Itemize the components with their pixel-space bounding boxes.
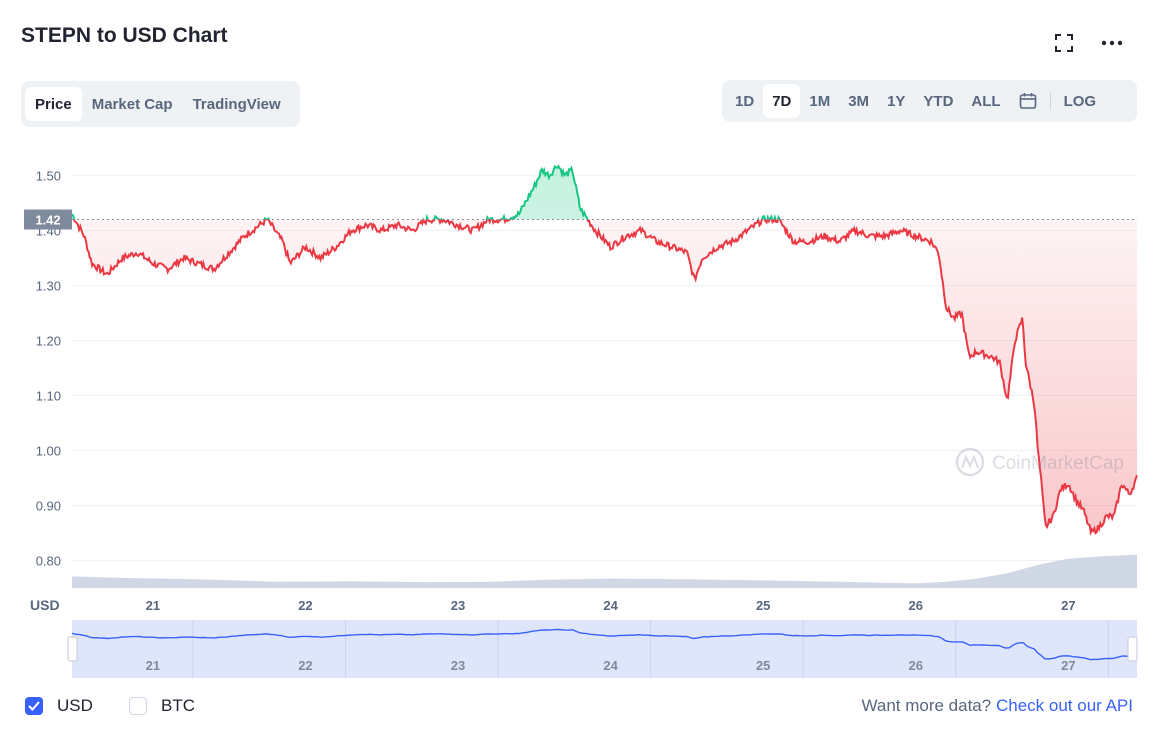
more-icon — [1101, 40, 1123, 46]
y-tick-label: 0.90 — [36, 499, 61, 514]
y-tick-label: 1.20 — [36, 334, 61, 349]
price-chart[interactable]: 1.501.401.301.201.101.000.900.80 1.42 Co… — [0, 140, 1155, 685]
navigator-series — [71, 628, 1138, 661]
usd-checkbox[interactable]: USD — [25, 696, 93, 716]
range-7d[interactable]: 7D — [763, 84, 801, 118]
range-3m[interactable]: 3M — [848, 92, 870, 110]
x-tick-label: 26 — [909, 598, 923, 613]
volume-series — [72, 554, 1137, 588]
usd-checkbox-box[interactable] — [25, 697, 43, 715]
navigator-left-handle[interactable] — [67, 636, 78, 662]
reference-value: 1.42 — [35, 213, 60, 228]
chart-type-tabs: Price Market Cap TradingView — [21, 81, 300, 127]
range-ytd[interactable]: YTD — [923, 92, 954, 110]
navigator-tick-label: 24 — [603, 658, 618, 673]
price-line-down — [73, 219, 1138, 537]
watermark-text: CoinMarketCap — [992, 453, 1124, 474]
range-navigator[interactable]: 21 22 23 24 25 26 27 — [67, 620, 1138, 678]
y-tick-label: 1.30 — [36, 279, 61, 294]
navigator-right-handle[interactable] — [1127, 636, 1138, 662]
y-tick-label: 0.80 — [36, 554, 61, 569]
usd-label: USD — [57, 696, 93, 715]
btc-label: BTC — [161, 696, 195, 715]
price-area-down — [72, 219, 1137, 533]
calendar-icon — [1019, 93, 1036, 109]
x-tick-label: 22 — [298, 598, 312, 613]
api-link[interactable]: Check out our API — [995, 696, 1133, 715]
range-1y[interactable]: 1Y — [887, 92, 906, 110]
x-tick-label: 24 — [603, 598, 618, 613]
tab-market-cap[interactable]: Market Cap — [91, 95, 173, 113]
range-1d[interactable]: 1D — [735, 92, 755, 110]
x-tick-label: 21 — [146, 598, 160, 613]
tab-tradingview[interactable]: TradingView — [192, 95, 281, 113]
range-all[interactable]: ALL — [971, 92, 1001, 110]
y-tick-label: 1.10 — [36, 389, 61, 404]
range-1m[interactable]: 1M — [809, 92, 831, 110]
date-picker-button[interactable] — [1010, 84, 1046, 118]
navigator-background — [72, 620, 1137, 678]
api-promo-text: Want more data? — [861, 696, 992, 715]
check-icon — [28, 701, 40, 711]
navigator-tick-label: 21 — [146, 658, 160, 673]
x-tick-label: 27 — [1061, 598, 1075, 613]
y-tick-label: 1.00 — [36, 444, 61, 459]
navigator-tick-label: 23 — [451, 658, 465, 673]
log-scale-toggle[interactable]: LOG — [1063, 92, 1097, 110]
reference-label: 1.42 — [24, 209, 72, 230]
x-tick-label: 25 — [756, 598, 770, 613]
more-options-button[interactable] — [1099, 30, 1125, 56]
fullscreen-button[interactable] — [1051, 30, 1077, 56]
currency-axis-label: USD — [30, 597, 60, 613]
tab-price[interactable]: Price — [25, 87, 82, 121]
x-tick-label: 23 — [451, 598, 465, 613]
x-axis: 21 22 23 24 25 26 27 — [146, 598, 1076, 613]
navigator-tick-label: 27 — [1061, 658, 1075, 673]
btc-checkbox-box[interactable] — [129, 697, 147, 715]
volume-area — [72, 554, 1137, 588]
watermark: CoinMarketCap — [955, 447, 1124, 477]
y-tick-label: 1.50 — [36, 169, 61, 184]
navigator-tick-label: 25 — [756, 658, 770, 673]
btc-checkbox[interactable]: BTC — [129, 696, 195, 716]
range-divider — [1049, 92, 1051, 110]
api-promo: Want more data? Check out our API — [861, 696, 1133, 716]
navigator-tick-label: 26 — [909, 658, 923, 673]
chart-title: STEPN to USD Chart — [21, 24, 228, 47]
fullscreen-icon — [1055, 34, 1073, 52]
navigator-tick-label: 22 — [298, 658, 312, 673]
range-selector: 1D 7D 1M 3M 1Y YTD ALL LOG — [722, 80, 1137, 122]
